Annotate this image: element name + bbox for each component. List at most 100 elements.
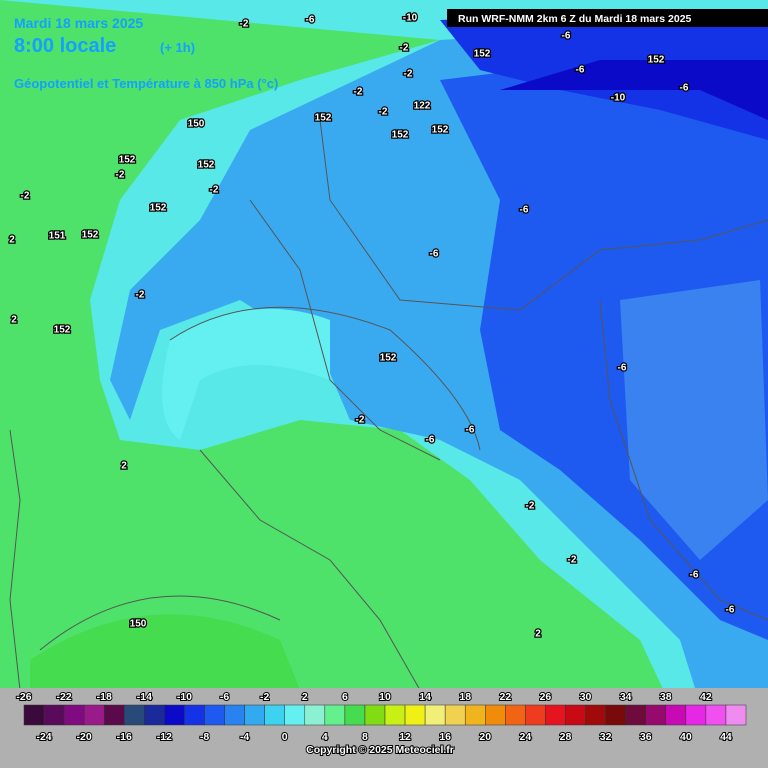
scale-top-label: 26 bbox=[540, 691, 552, 703]
scale-cell bbox=[164, 704, 185, 726]
scale-cell bbox=[224, 704, 245, 726]
contour-label: 152 bbox=[392, 130, 409, 141]
contour-label: 152 bbox=[150, 203, 167, 214]
contour-label: -2 bbox=[240, 19, 249, 30]
scale-top-label: 2 bbox=[302, 691, 308, 703]
scale-top-label: 42 bbox=[700, 691, 712, 703]
scale-cell bbox=[464, 704, 486, 726]
scale-bottom-label: 44 bbox=[720, 731, 732, 743]
contour-label: -2 bbox=[568, 555, 577, 566]
date: Mardi 18 mars 2025 bbox=[14, 15, 143, 31]
contour-label: 152 bbox=[648, 55, 665, 66]
scale-cell bbox=[384, 704, 406, 726]
field: Géopotentiel et Température à 850 hPa (°… bbox=[14, 76, 278, 91]
contour-label: -6 bbox=[680, 83, 689, 94]
contour-label: 2 bbox=[11, 315, 17, 326]
run-info: Run WRF-NMM 2km 6 Z du Mardi 18 mars 202… bbox=[458, 13, 692, 25]
scale-bottom-label: -8 bbox=[200, 731, 209, 743]
scale-cell bbox=[685, 704, 707, 726]
scale-bottom-label: -16 bbox=[117, 731, 132, 743]
scale-bottom-label: -24 bbox=[36, 731, 51, 743]
contour-label: 152 bbox=[432, 125, 449, 136]
scale-cell bbox=[725, 704, 747, 726]
copyright: Copyright © 2025 Meteociel.fr bbox=[306, 744, 454, 756]
contour-label: 152 bbox=[315, 113, 332, 124]
scale-cell bbox=[585, 704, 606, 726]
cyan-pocket bbox=[162, 308, 330, 440]
scale-panel bbox=[0, 688, 768, 768]
scale-cell bbox=[244, 704, 265, 726]
scale-cell bbox=[404, 704, 426, 726]
scale-bottom-label: 32 bbox=[600, 731, 612, 743]
scale-cell bbox=[485, 704, 506, 726]
scale-cell bbox=[565, 704, 586, 726]
contour-label: -10 bbox=[403, 13, 418, 24]
contour-label: 152 bbox=[119, 155, 136, 166]
contour-label: 152 bbox=[82, 230, 99, 241]
scale-bottom-label: 0 bbox=[282, 731, 288, 743]
scale-cell bbox=[184, 704, 205, 726]
scale-cell bbox=[204, 704, 225, 726]
scale-bottom-label: 4 bbox=[322, 731, 328, 743]
contour-label: -6 bbox=[430, 249, 439, 260]
contour-label: 122 bbox=[414, 101, 431, 112]
scale-cell bbox=[23, 704, 45, 726]
scale-top-label: 38 bbox=[660, 691, 672, 703]
contour-label: -2 bbox=[116, 170, 125, 181]
contour-label: -6 bbox=[690, 570, 699, 581]
scale-top-label: -26 bbox=[16, 691, 31, 703]
time: 8:00 locale bbox=[14, 35, 116, 57]
contour-label: 152 bbox=[474, 49, 491, 60]
green-pocket bbox=[30, 614, 300, 690]
scale-cell bbox=[424, 704, 446, 726]
scale-cell bbox=[444, 704, 466, 726]
scale-cell bbox=[605, 704, 626, 726]
contour-label: 152 bbox=[54, 325, 71, 336]
scale-cell bbox=[525, 704, 546, 726]
scale-cell bbox=[43, 704, 65, 726]
contour-label: -6 bbox=[306, 15, 315, 26]
scale-cell bbox=[124, 704, 145, 726]
scale-top-label: 18 bbox=[459, 691, 471, 703]
run-banner bbox=[447, 9, 768, 27]
scale-top-label: -6 bbox=[220, 691, 229, 703]
contour-label: 2 bbox=[535, 629, 541, 640]
contour-label: -6 bbox=[520, 205, 529, 216]
contour-label: -6 bbox=[618, 363, 627, 374]
contour-label: 150 bbox=[130, 619, 147, 630]
scale-bottom-label: -12 bbox=[157, 731, 172, 743]
scale-bottom-label: -4 bbox=[240, 731, 249, 743]
scale-cell bbox=[665, 704, 687, 726]
scale-top-label: 22 bbox=[499, 691, 511, 703]
contour-label: 2 bbox=[121, 461, 127, 472]
blue-pocket bbox=[620, 280, 768, 560]
contour-label: -6 bbox=[426, 435, 435, 446]
contour-label: 2 bbox=[9, 235, 15, 246]
scale-top-label: -10 bbox=[177, 691, 192, 703]
contour-label: 150 bbox=[188, 119, 205, 130]
contour-label: -2 bbox=[136, 290, 145, 301]
scale-cell bbox=[505, 704, 526, 726]
contour-label: -2 bbox=[354, 87, 363, 98]
darkest-blue-zone bbox=[500, 60, 768, 120]
scale-top-label: 10 bbox=[379, 691, 391, 703]
scale-cell bbox=[304, 704, 326, 726]
scale-cell bbox=[344, 704, 366, 726]
contour-label: -2 bbox=[526, 501, 535, 512]
scale-cell bbox=[364, 704, 386, 726]
borders bbox=[9, 119, 768, 691]
scale-top-label: 14 bbox=[419, 691, 431, 703]
contour-label: -6 bbox=[726, 605, 735, 616]
contour-label: 152 bbox=[380, 353, 397, 364]
scale-bottom-label: 24 bbox=[520, 731, 532, 743]
scale-cell bbox=[63, 704, 85, 726]
scale-cell bbox=[264, 704, 285, 726]
scale-top-label: -2 bbox=[260, 691, 269, 703]
scale-cell bbox=[83, 704, 105, 726]
scale-top-label: 30 bbox=[580, 691, 592, 703]
scale-cell bbox=[545, 704, 566, 726]
scale-bottom-label: 40 bbox=[680, 731, 692, 743]
contour-label: -6 bbox=[562, 31, 571, 42]
scale-cell bbox=[645, 704, 667, 726]
